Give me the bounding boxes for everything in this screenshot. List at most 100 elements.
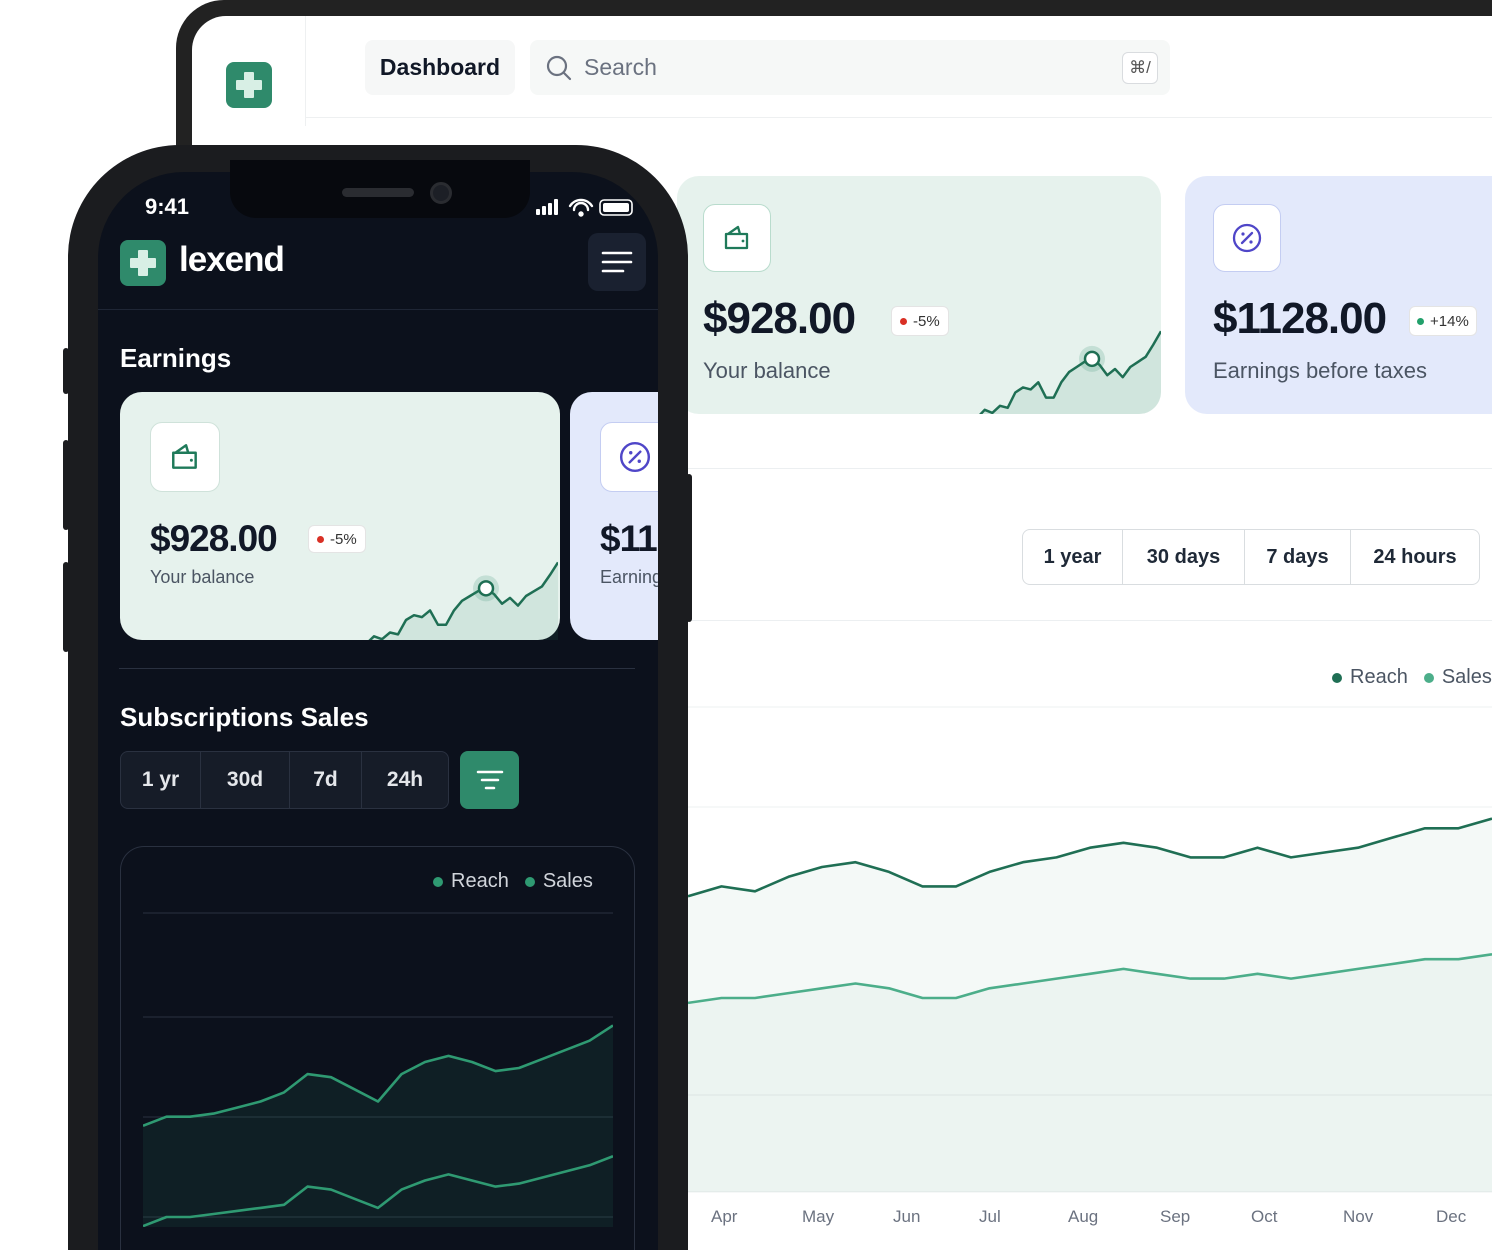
range-30-days[interactable]: 30 days xyxy=(1123,530,1245,584)
search-input[interactable]: Search xyxy=(530,40,1170,95)
legend-sales: Sales xyxy=(542,870,593,892)
earnings-title: Earnings xyxy=(120,343,232,373)
balance-card[interactable]: $928.00 -5% Your balance xyxy=(677,176,1161,414)
reach-dot-icon xyxy=(433,876,443,887)
sparkline-line xyxy=(368,561,558,640)
phone-earnings-card[interactable]: $1128.00 Earnings before taxes xyxy=(570,392,658,640)
filter-button[interactable] xyxy=(460,751,519,809)
change-value: +14% xyxy=(1430,312,1469,330)
menu-button[interactable] xyxy=(588,233,646,291)
x-axis-label: Aug xyxy=(1068,1207,1099,1226)
app-logo[interactable] xyxy=(226,62,272,108)
sparkline-marker xyxy=(1083,350,1101,368)
earnings-label: Earnings before taxes xyxy=(600,567,658,587)
sparkline-marker xyxy=(477,580,495,597)
legend-reach: Reach xyxy=(1350,666,1408,688)
range-30d[interactable]: 30d xyxy=(201,752,290,808)
phone-button xyxy=(63,440,69,530)
sales-dot-icon xyxy=(1423,672,1434,683)
chart-legend: Reach Sales xyxy=(1332,666,1492,689)
x-axis-label: Jul xyxy=(979,1207,1001,1226)
wifi-icon xyxy=(568,198,594,217)
signal-icon xyxy=(536,199,558,215)
phone-balance-card[interactable]: $928.00 -5% Your balance xyxy=(120,392,560,640)
search-placeholder: Search xyxy=(584,54,657,80)
balance-sparkline xyxy=(977,330,1161,414)
status-time: 9:41 xyxy=(145,194,190,219)
range-selector: 1 year 30 days 7 days 24 hours xyxy=(1022,529,1480,585)
sales-series-line xyxy=(143,1154,613,1227)
range-7d[interactable]: 7d xyxy=(290,752,362,808)
sparkline-line xyxy=(979,330,1161,414)
down-dot-icon xyxy=(900,317,907,325)
balance-label: Your balance xyxy=(150,567,255,587)
sales-series-area xyxy=(688,954,1492,1192)
x-axis-label: Sep xyxy=(1160,1207,1191,1226)
phone-button xyxy=(63,562,69,652)
desktop-line-chart xyxy=(688,706,1492,1193)
wallet-icon xyxy=(150,422,220,492)
reach-series-area xyxy=(143,1025,613,1227)
change-badge: -5% xyxy=(308,525,366,553)
range-1-year[interactable]: 1 year xyxy=(1023,530,1123,584)
range-24h[interactable]: 24h xyxy=(386,768,424,791)
change-value: -5% xyxy=(913,312,940,330)
sales-series-line xyxy=(688,953,1492,1005)
earnings-card[interactable]: $1128.00 +14% Earnings before taxes xyxy=(1185,176,1492,414)
filter-icon xyxy=(476,770,503,790)
legend-reach: Reach xyxy=(451,870,509,892)
percent-icon xyxy=(1213,204,1281,272)
phone-app-logo[interactable] xyxy=(120,240,166,286)
x-axis-label: Dec xyxy=(1436,1207,1467,1226)
range-1-yr[interactable]: 1 yr xyxy=(121,752,201,808)
sales-dot-icon xyxy=(524,876,535,887)
tab-dashboard[interactable]: Dashboard xyxy=(365,40,515,95)
wallet-icon xyxy=(703,204,771,272)
phone-chart-card xyxy=(120,846,635,1250)
sidebar-divider xyxy=(305,16,306,126)
section-divider xyxy=(688,620,1492,621)
hamburger-icon xyxy=(601,251,633,273)
phone-screen: $928.00 -5% Your balance $1128.00 Earnin… xyxy=(98,172,658,1250)
range-7-days[interactable]: 7 days xyxy=(1245,530,1351,584)
phone-line-chart xyxy=(143,912,613,1227)
up-dot-icon xyxy=(1417,317,1424,325)
change-badge: -5% xyxy=(891,306,949,336)
phone-button xyxy=(63,348,69,394)
reach-dot-icon xyxy=(1332,672,1342,683)
search-icon xyxy=(546,55,572,80)
range-24-hours[interactable]: 24 hours xyxy=(1373,545,1457,568)
down-dot-icon xyxy=(317,535,324,543)
balance-sparkline xyxy=(366,561,558,640)
phone-header-divider xyxy=(98,309,658,310)
phone-button xyxy=(686,474,692,622)
earnings-label: Earnings before taxes xyxy=(1213,358,1428,383)
brand-name: lexend xyxy=(179,240,285,279)
battery-icon xyxy=(599,199,633,216)
balance-label: Your balance xyxy=(703,358,831,383)
legend-sales: Sales xyxy=(1441,666,1492,688)
plus-icon xyxy=(130,250,156,276)
status-icons xyxy=(536,198,633,217)
phone-chart-legend: Reach Sales xyxy=(433,870,593,893)
phone-range-selector: 1 yr 30d 7d 24h xyxy=(120,751,449,809)
camera xyxy=(430,182,452,204)
reach-series-line xyxy=(688,817,1492,898)
change-badge: +14% xyxy=(1409,306,1477,336)
plus-icon xyxy=(236,72,262,98)
change-value: -5% xyxy=(330,530,357,548)
section-divider xyxy=(119,668,635,669)
x-axis-label: May xyxy=(802,1207,835,1226)
reach-series-area xyxy=(688,818,1492,1192)
x-axis-label: Nov xyxy=(1343,1207,1374,1226)
section-divider xyxy=(688,468,1492,469)
header-divider xyxy=(305,117,1492,118)
reach-series-line xyxy=(143,1024,613,1128)
x-axis-label: Jun xyxy=(893,1207,921,1226)
speaker xyxy=(342,188,414,197)
balance-amount: $928.00 xyxy=(703,294,856,343)
percent-icon xyxy=(600,422,658,492)
x-axis-label: Apr xyxy=(711,1207,738,1226)
balance-amount: $928.00 xyxy=(150,518,278,559)
earnings-amount: $1128.00 xyxy=(600,518,658,559)
